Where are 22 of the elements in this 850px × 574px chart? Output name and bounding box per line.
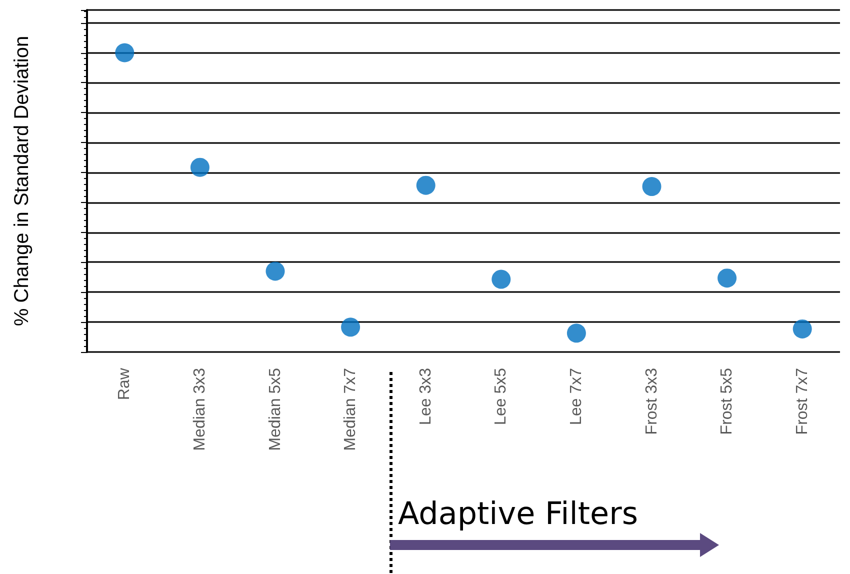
point <box>341 318 360 337</box>
point <box>792 319 812 338</box>
x-tick-label: Frost 5x5 <box>718 368 736 435</box>
x-tick-label: Lee 5x5 <box>492 368 510 425</box>
point <box>416 176 436 195</box>
x-tick-label: Median 5x5 <box>266 368 284 451</box>
text: Adaptive Filters <box>398 496 638 532</box>
x-tick-label: Lee 7x7 <box>568 368 585 425</box>
point <box>718 268 737 288</box>
point <box>190 158 210 177</box>
x-tick-label: Frost 3x3 <box>643 368 660 435</box>
x-tick-label: Median 7x7 <box>342 368 360 451</box>
x-tick-label: Raw <box>116 368 134 400</box>
x-tick-label: Lee 3x3 <box>417 368 434 425</box>
x-tick-label: Frost 7x7 <box>794 368 811 435</box>
x-tick-label: Median 3x3 <box>191 368 208 451</box>
point <box>266 262 285 281</box>
point <box>492 270 511 289</box>
point <box>642 177 662 196</box>
point <box>115 43 134 62</box>
y-axis-title: % Change in Standard Deviation <box>11 36 33 326</box>
point <box>566 324 586 343</box>
